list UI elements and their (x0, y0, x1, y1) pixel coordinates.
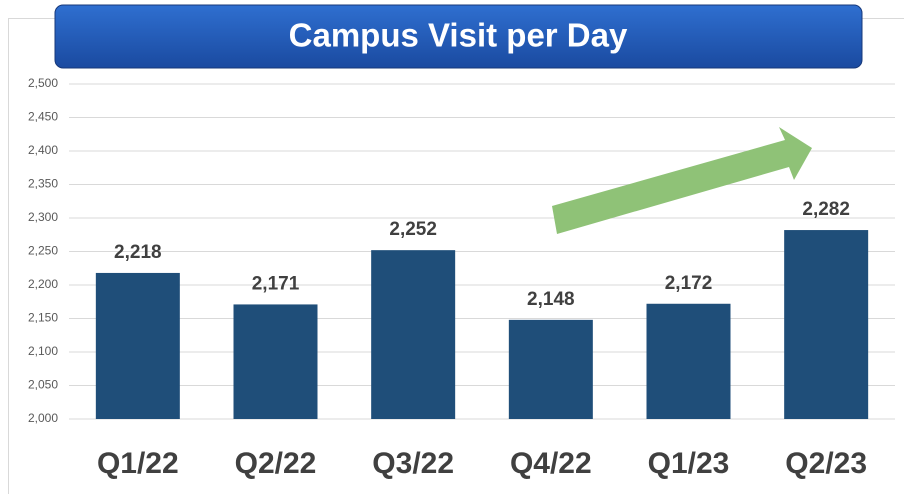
x-tick-label: Q1/22 (97, 447, 179, 480)
value-label: 2,282 (802, 199, 850, 220)
value-label: 2,171 (252, 273, 300, 294)
bar (646, 303, 731, 419)
x-tick-label: Q2/22 (235, 447, 317, 480)
x-tick-label: Q4/22 (510, 447, 592, 480)
value-label: 2,172 (665, 273, 713, 294)
y-tick-label: 2,100 (28, 344, 58, 358)
x-tick-label: Q3/22 (372, 447, 454, 480)
y-tick-label: 2,350 (28, 177, 58, 191)
y-tick-label: 2,250 (28, 244, 58, 258)
chart-title: Campus Visit per Day (289, 17, 628, 54)
y-tick-label: 2,200 (28, 277, 58, 291)
y-tick-label: 2,300 (28, 210, 58, 224)
y-tick-label: 2,050 (28, 378, 58, 392)
bar (508, 319, 593, 419)
y-tick-label: 2,400 (28, 143, 58, 157)
y-tick-label: 2,450 (28, 110, 58, 124)
x-tick-label: Q2/23 (785, 447, 867, 480)
y-tick-label: 2,500 (28, 76, 58, 90)
title-box (54, 4, 863, 69)
value-label: 2,218 (114, 242, 162, 263)
trend-arrow (552, 127, 812, 234)
bar (784, 230, 869, 419)
y-tick-label: 2,000 (28, 411, 58, 425)
value-label: 2,148 (527, 289, 575, 310)
x-tick-label: Q1/23 (648, 447, 730, 480)
bar (371, 250, 456, 419)
y-tick-label: 2,150 (28, 311, 58, 325)
bar (95, 272, 180, 419)
bar (233, 304, 318, 419)
value-label: 2,252 (389, 219, 437, 240)
